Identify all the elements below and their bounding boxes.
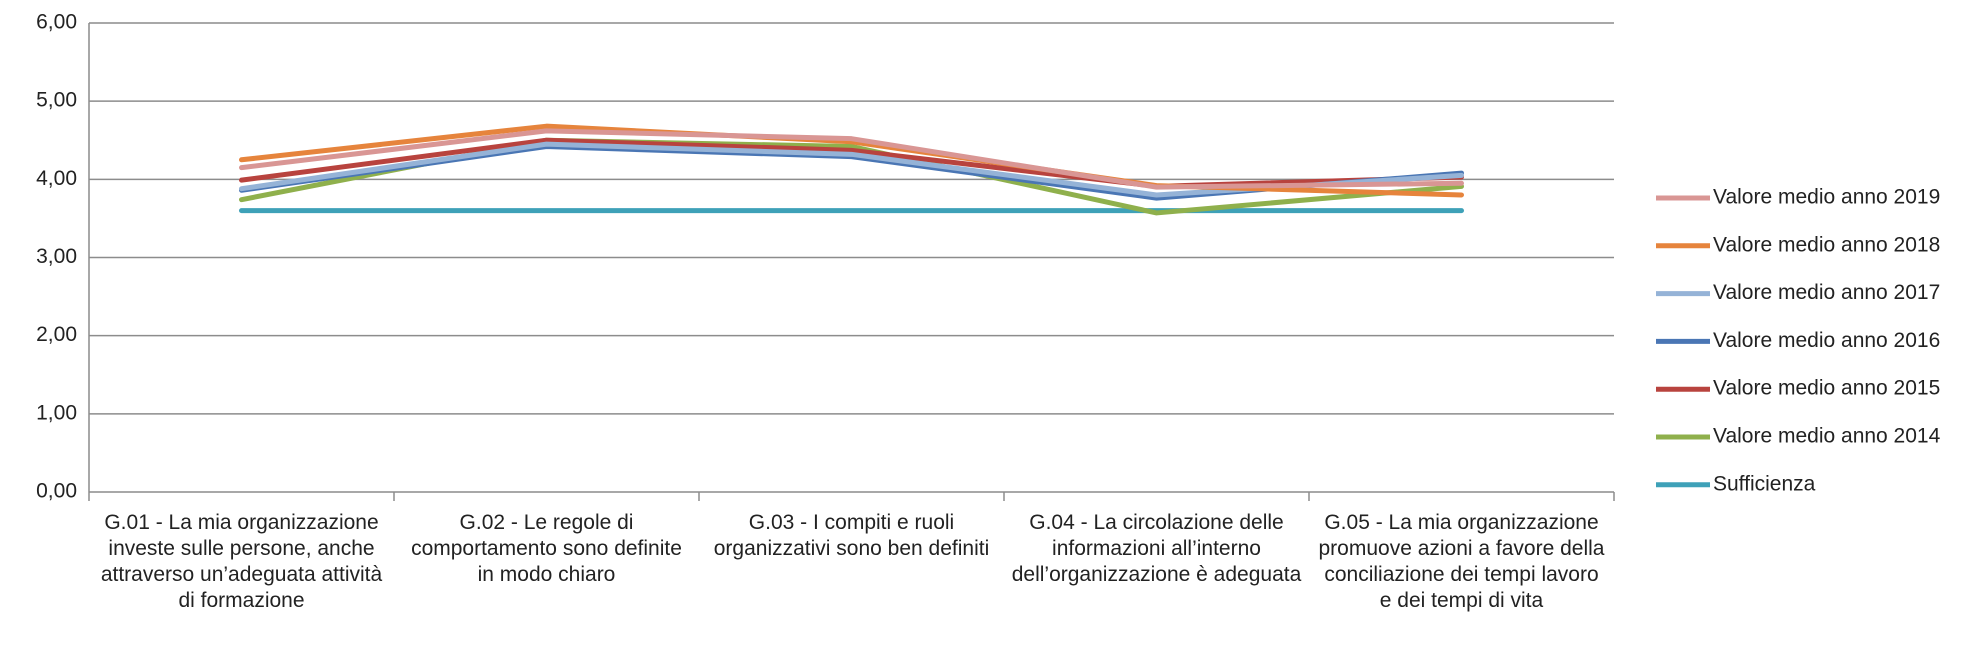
x-tick-label: G.01 - La mia organizzazione investe sul… <box>100 511 383 612</box>
y-tick-label: 1,00 <box>36 401 77 424</box>
y-tick-label: 2,00 <box>36 323 77 346</box>
legend-label: Valore medio anno 2016 <box>1713 329 1940 352</box>
series-line <box>239 128 1464 190</box>
legend-label: Valore medio anno 2017 <box>1713 281 1940 304</box>
x-tick-label: G.02 - Le regole di comportamento sono d… <box>411 511 682 586</box>
legend-label: Valore medio anno 2014 <box>1713 425 1941 448</box>
x-tick-label: G.03 - I compiti e ruoli organizzativi s… <box>713 511 990 560</box>
legend-label: Valore medio anno 2018 <box>1713 233 1940 256</box>
legend-label: Sufficienza <box>1713 472 1816 495</box>
y-tick-label: 0,00 <box>36 480 77 503</box>
legend-label: Valore medio anno 2015 <box>1713 377 1940 400</box>
y-tick-label: 5,00 <box>36 89 77 112</box>
series-line <box>239 123 1464 198</box>
x-tick-label: G.04 - La circolazione delle informazion… <box>1011 511 1302 586</box>
y-tick-label: 3,00 <box>36 245 77 268</box>
y-tick-label: 4,00 <box>36 167 77 190</box>
x-tick-label: G.05 - La mia organizzazione promuove az… <box>1318 511 1605 612</box>
series-line <box>239 137 1464 189</box>
y-tick-label: 6,00 <box>36 11 77 34</box>
legend-label: Valore medio anno 2019 <box>1713 186 1940 209</box>
